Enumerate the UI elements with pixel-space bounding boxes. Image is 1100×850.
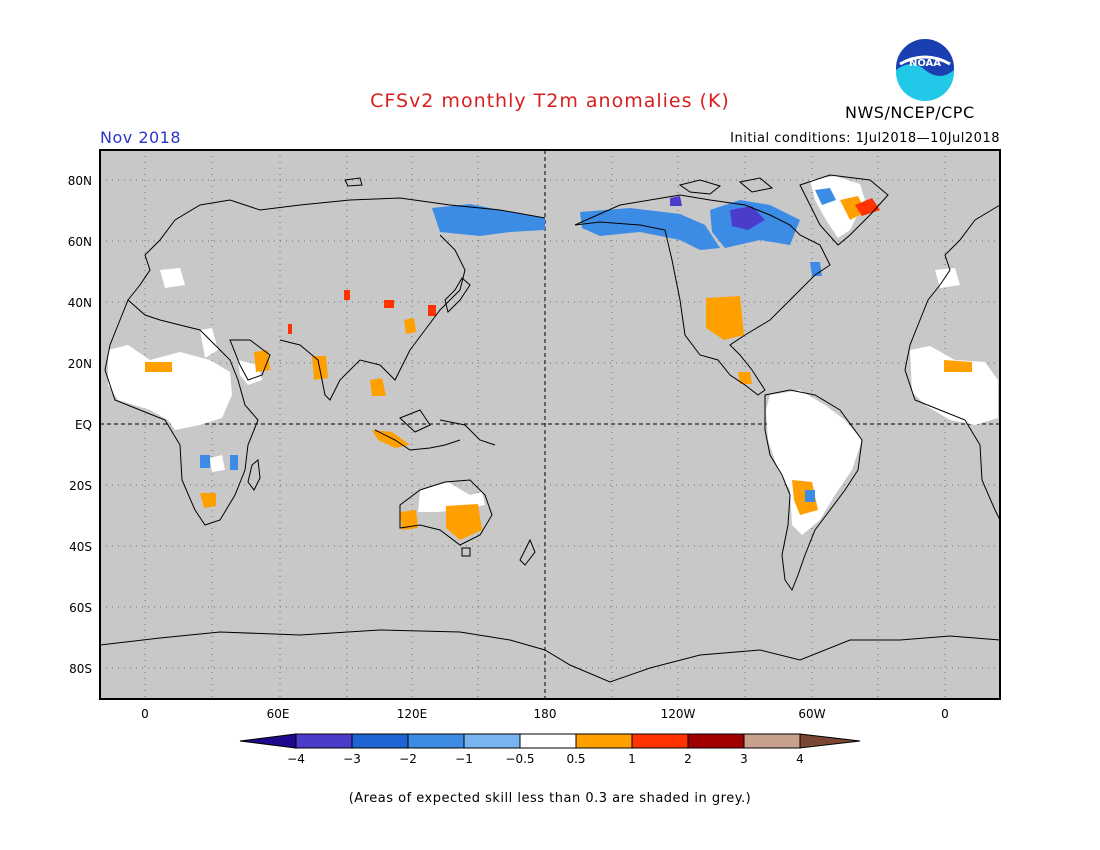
lon-label: 60E [267,707,290,721]
noaa-logo: NOAA [896,39,954,101]
lat-label: 20N [68,357,92,371]
warm-anomaly-regions [145,196,972,540]
colorbar [239,733,861,749]
colorbar-segment [743,733,801,749]
lat-label: 60N [68,235,92,249]
lon-label: 180 [534,707,557,721]
lat-label: 80N [68,174,92,188]
lat-label: EQ [75,418,92,432]
lon-label: 60W [798,707,825,721]
lat-label: 40N [68,296,92,310]
lon-label: 120E [397,707,428,721]
colorbar-tick-label: −0.5 [505,752,534,766]
colorbar-tick-labels: −4 −3 −2 −1 −0.5 0.5 1 2 3 4 [287,752,804,766]
near-normal-regions [108,176,998,535]
colorbar-segment [799,733,861,749]
colorbar-segment [295,733,353,749]
colorbar-tick-label: 3 [740,752,748,766]
lat-label: 20S [69,479,92,493]
colorbar-tick-label: 4 [796,752,804,766]
colorbar-segment [463,733,521,749]
lon-label: 120W [661,707,696,721]
longitude-labels: 0 60E 120E 180 120W 60W 0 [141,707,949,721]
strong-cool-anomaly-regions [670,196,765,230]
lat-label: 80S [69,662,92,676]
latitude-labels: 80N 60N 40N 20N EQ 20S 40S 60S 80S [68,174,92,676]
colorbar-tick-label: −2 [399,752,417,766]
colorbar-tick-label: −4 [287,752,305,766]
colorbar-tick-label: 2 [684,752,692,766]
agency-label: NWS/NCEP/CPC [845,103,975,122]
colorbar-segment [687,733,745,749]
colorbar-tick-label: −3 [343,752,361,766]
colorbar-tick-label: 0.5 [566,752,585,766]
chart-title: CFSv2 monthly T2m anomalies (K) [370,90,730,112]
skill-footnote: (Areas of expected skill less than 0.3 a… [348,791,752,806]
colorbar-segment [575,733,633,749]
lon-label: 0 [941,707,949,721]
colorbar-segment [519,733,577,749]
noaa-logo-text: NOAA [909,58,941,69]
lon-label: 0 [141,707,149,721]
colorbar-segment [351,733,409,749]
lat-label: 40S [69,540,92,554]
colorbar-tick-label: −1 [455,752,473,766]
lat-label: 60S [69,601,92,615]
colorbar-segment [407,733,465,749]
coastlines [99,174,1001,683]
colorbar-segment [239,733,297,749]
initial-conditions-label: Initial conditions: 1Jul2018—10Jul2018 [730,131,1000,146]
colorbar-segment [631,733,689,749]
colorbar-tick-label: 1 [628,752,636,766]
valid-month-label: Nov 2018 [100,128,182,147]
map-frame [99,149,1001,700]
